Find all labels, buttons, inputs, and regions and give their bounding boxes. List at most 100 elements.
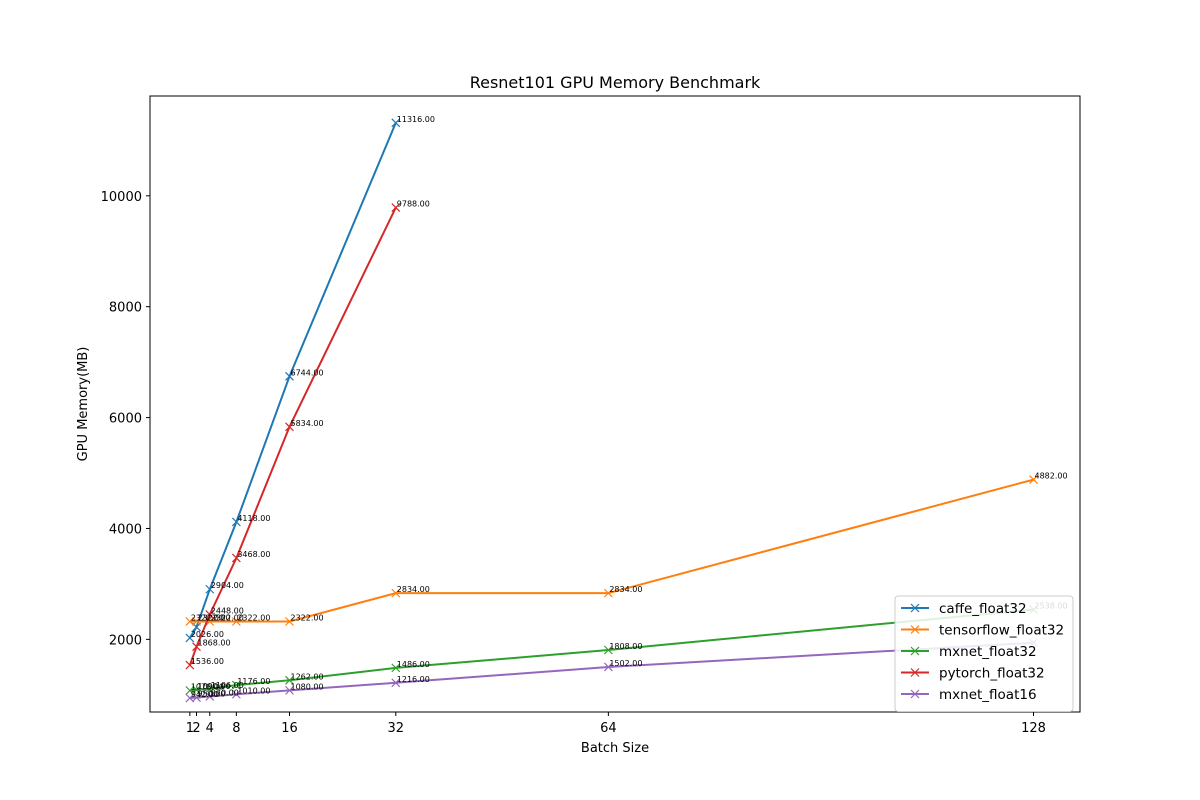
data-label: 970.00 [211,688,239,697]
x-tick-label: 1 [186,721,194,736]
data-point [391,663,401,673]
data-label: 2322.00 [291,614,324,623]
data-point [603,645,613,655]
legend-item: caffe_float32 [901,601,1027,617]
data-point [231,689,241,699]
x-tick-label: 16 [281,721,298,736]
data-point [192,642,201,652]
series-line [188,207,397,666]
series-caffe_float32 [185,118,401,643]
legend-marker [910,689,920,699]
data-label: 3468.00 [237,550,270,559]
data-point [285,422,294,432]
series-layer [185,118,1038,703]
series-tensorflow_float32 [185,475,1038,626]
legend-label: pytorch_float32 [939,666,1045,682]
plot-frame [149,95,1081,713]
legend-label: caffe_float32 [939,601,1027,617]
data-label: 2322.00 [198,614,231,623]
legend-item: mxnet_float16 [901,687,1037,703]
axes: 12 4 8 16 32 64 128 2000 4000 6000 8000 10000 [101,190,1046,736]
legend-marker [910,625,920,634]
data-label: 1262.00 [291,672,324,681]
legend-box [894,595,1074,712]
data-point [285,685,294,695]
y-axis-label: GPU Memory(MB) [76,347,91,462]
data-point [1029,475,1038,484]
data-point [231,617,241,626]
data-label: 2448.00 [211,607,244,616]
data-point [285,675,294,685]
legend-label: mxnet_float32 [939,644,1037,660]
data-point [205,610,215,619]
x-axis-label: Batch Size [581,741,649,756]
data-labels: 2026.00 2904.00 4118.00 6744.00 11316.00 2322… [191,115,1068,699]
data-point [192,693,201,703]
data-label: 4882.00 [1035,472,1068,481]
legend-label: tensorflow_float32 [939,623,1064,639]
legend-marker [910,646,920,656]
x-tick-label: 32 [388,721,405,736]
data-label: 1090.00 [198,682,231,691]
data-point [192,685,201,695]
data-label: 1010.00 [237,686,270,695]
x-tick-label: 64 [600,721,617,736]
y-tick-label: 6000 [109,412,142,427]
data-label: 1216.00 [397,675,430,684]
data-label: 6744.00 [291,368,324,377]
x-tick-label: 8 [232,721,240,736]
data-point [192,617,201,626]
data-point [205,584,215,594]
data-point [391,588,401,598]
data-label: 11316.00 [397,115,435,124]
data-point [185,693,195,703]
data-point [285,617,294,626]
data-label: 1536.00 [191,657,224,666]
data-label: 2322.00 [191,614,224,623]
x-tick-label: 2 [192,721,200,736]
data-label: 2834.00 [397,585,430,594]
legend-item: tensorflow_float32 [901,623,1064,639]
data-label: 1176.00 [237,677,270,686]
series-line [189,478,1034,623]
legend-label: mxnet_float16 [939,687,1037,703]
data-label: 1078.00 [191,682,224,691]
data-label: 1080.00 [291,682,324,691]
x-tick-label: 4 [206,721,214,736]
data-point [185,617,195,626]
y-tick-label: 4000 [109,522,142,537]
data-label: 1808.00 [609,642,642,651]
x-tick-label: 128 [1021,721,1046,736]
y-tick-label: 8000 [109,301,142,316]
legend: caffe_float32 tensorflow_float32 mxnet_flo… [894,595,1074,712]
data-label: 950.00 [198,690,226,699]
data-point [205,692,215,701]
series-line [189,641,1034,699]
data-label: 942.00 [191,690,219,699]
legend-marker [910,668,920,677]
y-tick-label: 2000 [109,633,142,648]
data-label: 2322.00 [237,614,270,623]
data-label: 2322.00 [211,614,244,623]
data-label: 2026.00 [191,630,224,639]
data-point [231,553,241,563]
data-label: 1868.00 [198,639,231,648]
data-label: 2904.00 [211,581,244,590]
data-label: 1486.00 [397,660,430,669]
data-label: 9788.00 [397,200,430,209]
data-point [391,678,401,688]
legend-item: mxnet_float32 [901,644,1037,660]
legend-item: pytorch_float32 [901,666,1045,682]
data-label: 1502.00 [609,659,642,668]
data-point [603,662,613,672]
chart-title: Resnet101 GPU Memory Benchmark [470,73,761,92]
y-tick-label: 10000 [101,190,142,205]
data-point [603,588,613,598]
series-line [189,608,1034,692]
data-label: 2834.00 [609,585,642,594]
data-point [391,203,401,212]
data-label: 1106.00 [211,681,244,690]
data-point [231,517,241,527]
data-label: 4118.00 [237,514,270,523]
